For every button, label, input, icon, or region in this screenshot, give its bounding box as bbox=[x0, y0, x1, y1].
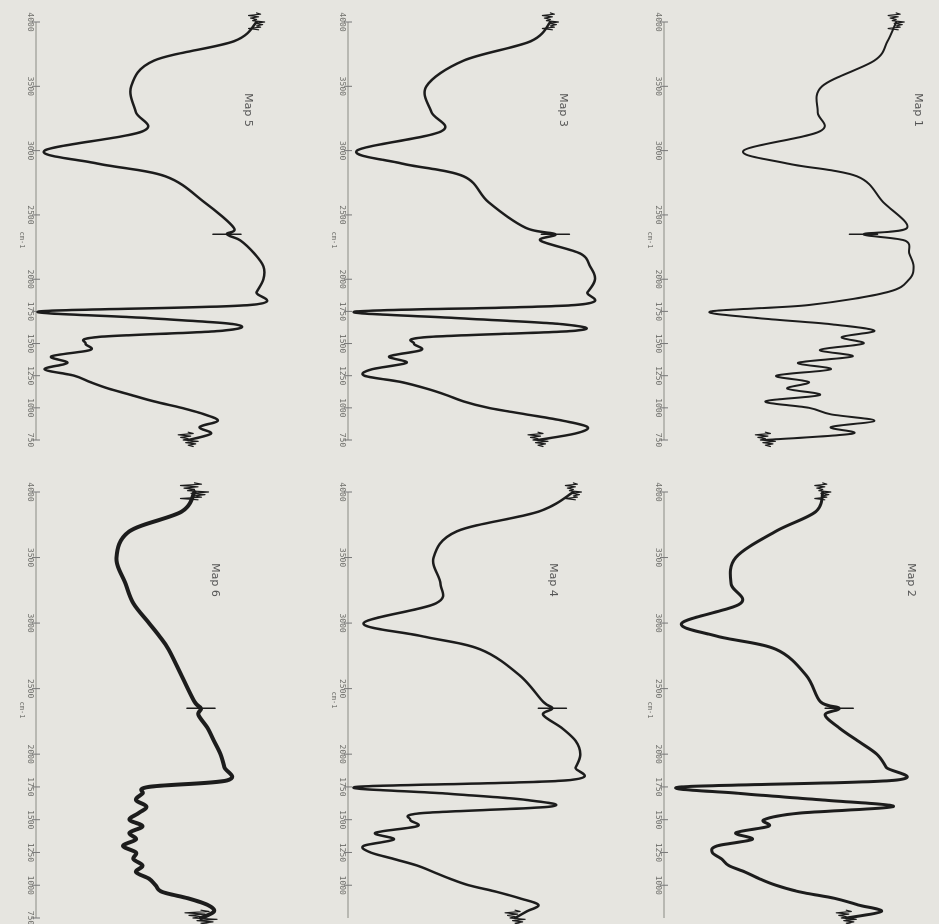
tick-label: 4000 bbox=[26, 12, 35, 31]
tick-label: 3500 bbox=[338, 77, 347, 96]
tick-label: 750 bbox=[26, 911, 35, 924]
tick-label: 4000 bbox=[338, 12, 347, 31]
tick-label: 1500 bbox=[654, 334, 663, 353]
spectrum-trace bbox=[708, 21, 915, 441]
tick-label: 3500 bbox=[654, 548, 663, 567]
tick-label: 4000 bbox=[26, 482, 35, 501]
tick-label: 1250 bbox=[26, 366, 35, 385]
tick-label: 1500 bbox=[26, 810, 35, 829]
tick-label: 1750 bbox=[26, 777, 35, 796]
tick-label: 1250 bbox=[654, 366, 663, 385]
map-title: Map 1 bbox=[912, 93, 925, 127]
tick-label: 1750 bbox=[654, 302, 663, 321]
tick-label: 3000 bbox=[654, 141, 663, 160]
noise-burst bbox=[887, 12, 905, 31]
map-title: Map 6 bbox=[209, 563, 222, 597]
tick-label: 2000 bbox=[654, 270, 663, 289]
tick-label: 2500 bbox=[654, 679, 663, 698]
tick-label: 3000 bbox=[654, 613, 663, 632]
tick-label: 3000 bbox=[26, 613, 35, 632]
spectrum-trace bbox=[674, 490, 909, 920]
tick-label: 1500 bbox=[654, 810, 663, 829]
tick-label: 3500 bbox=[338, 548, 347, 567]
map-title: Map 2 bbox=[905, 563, 918, 597]
tick-label: 1250 bbox=[654, 843, 663, 862]
tick-label: 2500 bbox=[26, 205, 35, 224]
tick-label: 2000 bbox=[654, 745, 663, 764]
tick-label: 3000 bbox=[338, 141, 347, 160]
axis-unit-label: cm-1 bbox=[646, 232, 654, 249]
noise-burst bbox=[177, 431, 199, 448]
tick-label: 3500 bbox=[26, 77, 35, 96]
spectrum-trace bbox=[352, 20, 597, 442]
tick-label: 2500 bbox=[338, 205, 347, 224]
tick-label: 2000 bbox=[338, 270, 347, 289]
map-title: Map 4 bbox=[547, 563, 560, 597]
spectrum-trace bbox=[36, 20, 269, 442]
spectrum-panel-1: 4000 3500 3000 2500 2000 1750 1500 1250 1000 750 c… bbox=[646, 12, 925, 447]
tick-label: 1500 bbox=[26, 334, 35, 353]
spectrum-panel-4: 4000 3500 3000 2500 2000 1750 1500 1250 1000 cm-1… bbox=[330, 482, 586, 924]
tick-label: 750 bbox=[338, 433, 347, 448]
map-title: Map 5 bbox=[242, 93, 255, 127]
tick-label: 2000 bbox=[338, 745, 347, 764]
tick-label: 1000 bbox=[338, 876, 347, 895]
tick-label: 3000 bbox=[26, 141, 35, 160]
axis-unit-label: cm-1 bbox=[18, 232, 26, 249]
tick-label: 1750 bbox=[654, 777, 663, 796]
axis-unit-label: cm-1 bbox=[330, 692, 338, 709]
noise-burst bbox=[527, 431, 549, 448]
tick-label: 3500 bbox=[26, 548, 35, 567]
noise-burst bbox=[504, 909, 526, 924]
tick-label: 1500 bbox=[338, 334, 347, 353]
tick-label: 1000 bbox=[654, 876, 663, 895]
tick-label: 1500 bbox=[338, 810, 347, 829]
tick-label: 1000 bbox=[654, 398, 663, 417]
noise-burst bbox=[541, 12, 559, 31]
axis-unit-label: cm-1 bbox=[330, 232, 338, 249]
map-title: Map 3 bbox=[557, 93, 570, 127]
spectrum-panel-2: 4000 3500 3000 2500 2000 1750 1500 1250 1000 cm-1… bbox=[646, 482, 918, 924]
noise-burst bbox=[179, 482, 210, 501]
tick-label: 2500 bbox=[654, 205, 663, 224]
tick-label: 2500 bbox=[26, 679, 35, 698]
noise-burst bbox=[564, 482, 582, 501]
tick-label: 1000 bbox=[26, 398, 35, 417]
tick-label: 1250 bbox=[26, 843, 35, 862]
spectrum-panel-6: 4000 3500 3000 2500 2000 1750 1500 1250 1000 750 c… bbox=[18, 482, 235, 924]
tick-label: 750 bbox=[26, 433, 35, 448]
tick-label: 4000 bbox=[338, 482, 347, 501]
tick-label: 1250 bbox=[338, 366, 347, 385]
tick-label: 3500 bbox=[654, 77, 663, 96]
spectrum-panel-5: 4000 3500 3000 2500 2000 1750 1500 1250 1000 750 c… bbox=[18, 12, 269, 448]
noise-burst bbox=[184, 909, 218, 924]
tick-label: 2000 bbox=[26, 270, 35, 289]
spectrum-trace bbox=[352, 490, 586, 920]
tick-label: 1750 bbox=[26, 302, 35, 321]
noise-burst bbox=[814, 482, 832, 501]
tick-label: 1750 bbox=[338, 302, 347, 321]
tick-label: 2000 bbox=[26, 745, 35, 764]
spectrum-panel-3: 4000 3500 3000 2500 2000 1750 1500 1250 1000 750 c… bbox=[330, 12, 597, 448]
spectrum-trace bbox=[114, 490, 235, 920]
noise-burst bbox=[835, 909, 857, 924]
tick-label: 4000 bbox=[654, 12, 663, 31]
noise-burst bbox=[248, 12, 266, 31]
tick-label: 1250 bbox=[338, 843, 347, 862]
tick-label: 3000 bbox=[338, 613, 347, 632]
tick-label: 1000 bbox=[338, 398, 347, 417]
tick-label: 1750 bbox=[338, 777, 347, 796]
axis-unit-label: cm-1 bbox=[646, 702, 654, 719]
tick-label: 4000 bbox=[654, 482, 663, 501]
noise-burst bbox=[754, 431, 776, 448]
tick-label: 750 bbox=[654, 433, 663, 448]
tick-label: 2500 bbox=[338, 679, 347, 698]
axis-unit-label: cm-1 bbox=[18, 702, 26, 719]
tick-label: 1000 bbox=[26, 876, 35, 895]
